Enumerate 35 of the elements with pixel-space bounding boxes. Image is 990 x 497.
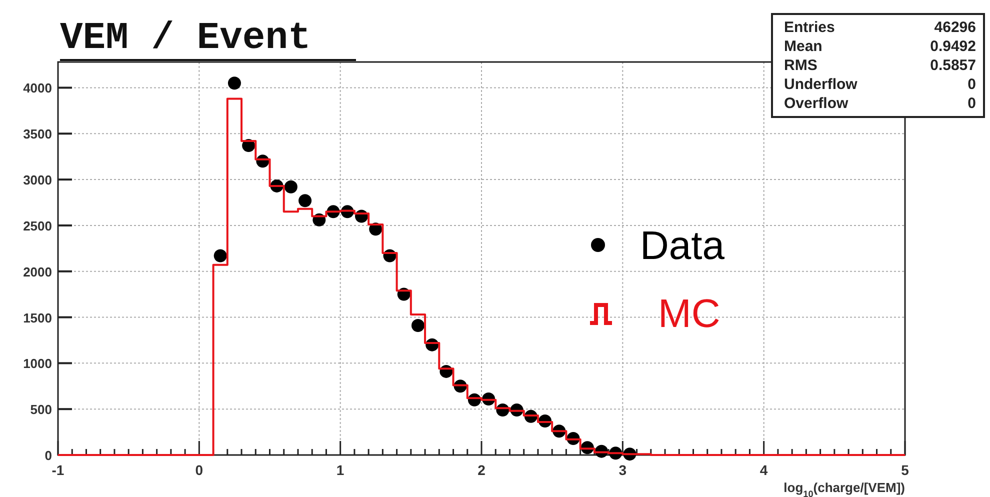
- text: Mean: [784, 38, 822, 55]
- point: [284, 180, 298, 194]
- y-tick-label: 2500: [23, 218, 52, 234]
- text: 0: [968, 95, 976, 112]
- text: 46296: [934, 19, 976, 36]
- y-tick-label: 1000: [23, 356, 52, 372]
- x-axis-title: log$_{10}$(charge/[VEM]): [784, 480, 905, 497]
- text: 0.5857: [930, 57, 976, 74]
- legend-label: MC: [658, 292, 720, 336]
- legend-label: Data: [640, 224, 726, 268]
- chart-title: VEM / Event: [60, 17, 311, 60]
- point: [228, 76, 241, 90]
- y-tick-label: 1500: [23, 310, 52, 326]
- y-tick-label: 3000: [23, 172, 52, 188]
- y-tick-label: 4000: [23, 80, 52, 96]
- annotation: Underflow: [784, 76, 858, 93]
- y-tick-label: 0: [44, 448, 52, 463]
- x-tick-label: -1: [52, 462, 64, 478]
- x-tick-label: 1: [336, 462, 344, 478]
- annotation: Overflow: [784, 95, 849, 112]
- text: Entries: [784, 19, 835, 36]
- x-tick-label: 4: [760, 462, 768, 478]
- text: 0.9492: [930, 38, 976, 55]
- annotation: RMS: [784, 57, 818, 74]
- x-tick-label: 3: [618, 462, 627, 478]
- point: [214, 249, 227, 262]
- point: [411, 319, 424, 332]
- x-tick-label: 5: [901, 462, 910, 478]
- y-tick-label: 2000: [23, 264, 52, 280]
- y-tick-label: 500: [30, 402, 52, 418]
- x-tick-label: 2: [478, 462, 486, 478]
- y-tick-label: 3500: [23, 126, 52, 142]
- point: [298, 194, 312, 208]
- text: 0: [968, 76, 976, 93]
- x-tick-label: 0: [195, 462, 204, 478]
